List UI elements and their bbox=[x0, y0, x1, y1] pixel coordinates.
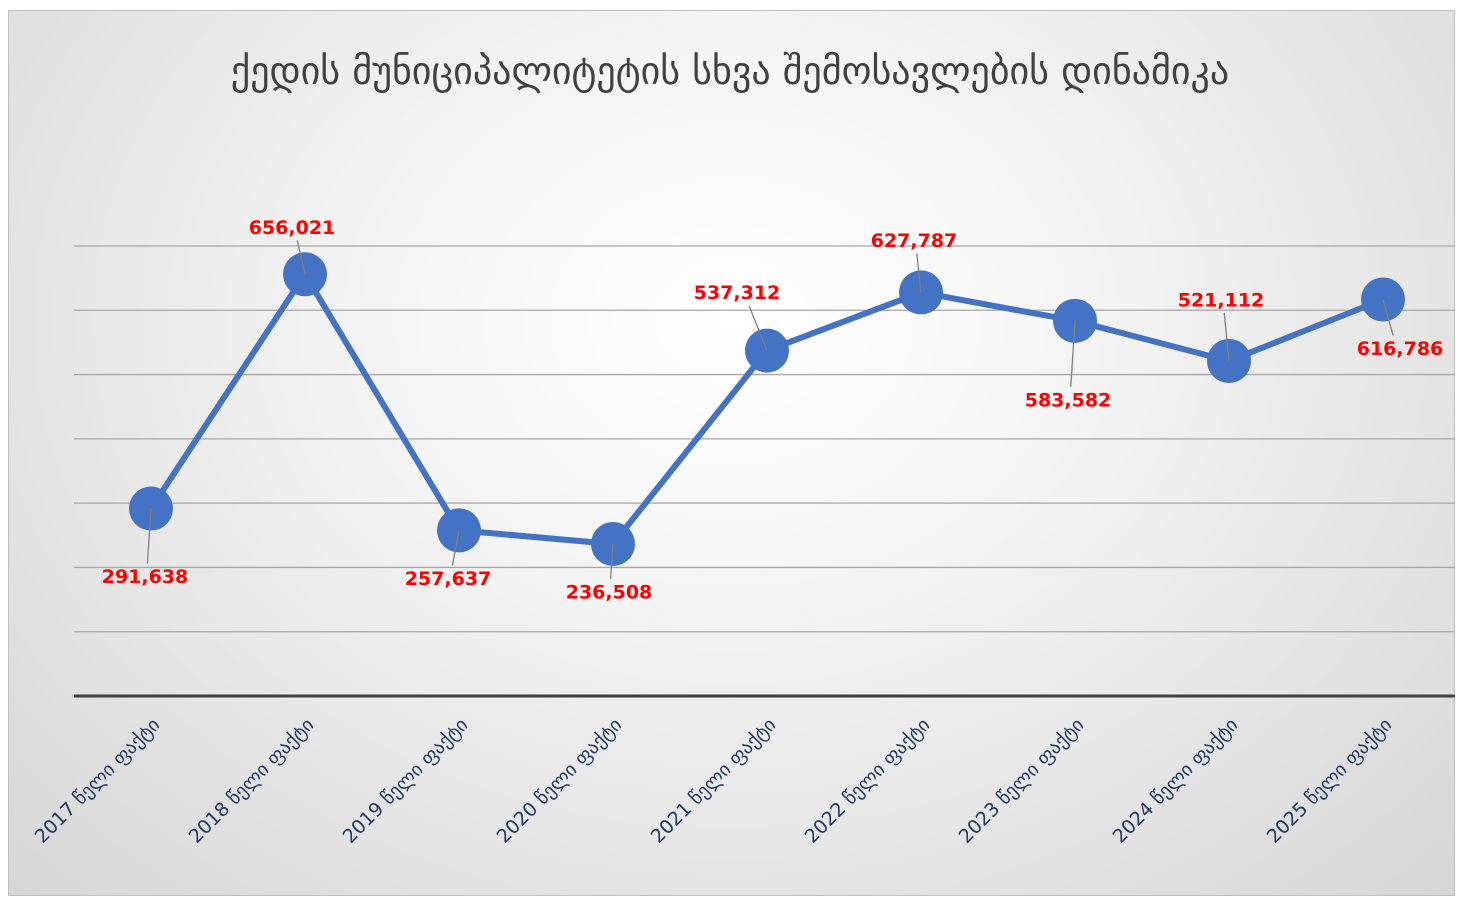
x-tick-label: 2024 წელი ფაქტი bbox=[1109, 714, 1243, 848]
x-tick-label: 2022 წელი ფაქტი bbox=[801, 714, 935, 848]
x-tick-label: 2020 წელი ფაქტი bbox=[493, 714, 627, 848]
x-tick-label: 2018 წელი ფაქტი bbox=[185, 714, 319, 848]
x-tick-label: 2021 წელი ფაქტი bbox=[647, 714, 781, 848]
x-tick-label: 2025 წელი ფაქტი bbox=[1263, 714, 1397, 848]
leader-line bbox=[296, 240, 306, 275]
data-label: 656,021 bbox=[249, 217, 336, 239]
leader-line bbox=[748, 305, 768, 351]
data-label: 291,638 bbox=[102, 566, 189, 588]
chart-background bbox=[8, 10, 1455, 896]
data-label: 236,508 bbox=[566, 581, 653, 603]
x-tick-label: 2019 წელი ფაქტი bbox=[339, 714, 473, 848]
data-label: 521,112 bbox=[1178, 289, 1265, 311]
leader-line bbox=[1223, 312, 1230, 362]
leader-line bbox=[916, 253, 922, 293]
data-label: 537,312 bbox=[694, 282, 781, 304]
x-tick-label: 2023 წელი ფაქტი bbox=[955, 714, 1089, 848]
data-label: 616,786 bbox=[1357, 338, 1444, 360]
leader-line bbox=[451, 530, 460, 566]
leader-line bbox=[609, 543, 614, 580]
data-label: 627,787 bbox=[871, 230, 958, 252]
x-tick-label: 2017 წელი ფაქტი bbox=[31, 714, 165, 848]
leader-line bbox=[146, 508, 152, 564]
leader-line bbox=[1382, 299, 1394, 336]
chart-title: ქედის მუნიციპალიტეტის სხვა შემოსავლების … bbox=[230, 49, 1230, 93]
data-label: 583,582 bbox=[1025, 389, 1112, 411]
leader-line bbox=[1070, 320, 1076, 387]
data-label: 257,637 bbox=[405, 568, 492, 590]
